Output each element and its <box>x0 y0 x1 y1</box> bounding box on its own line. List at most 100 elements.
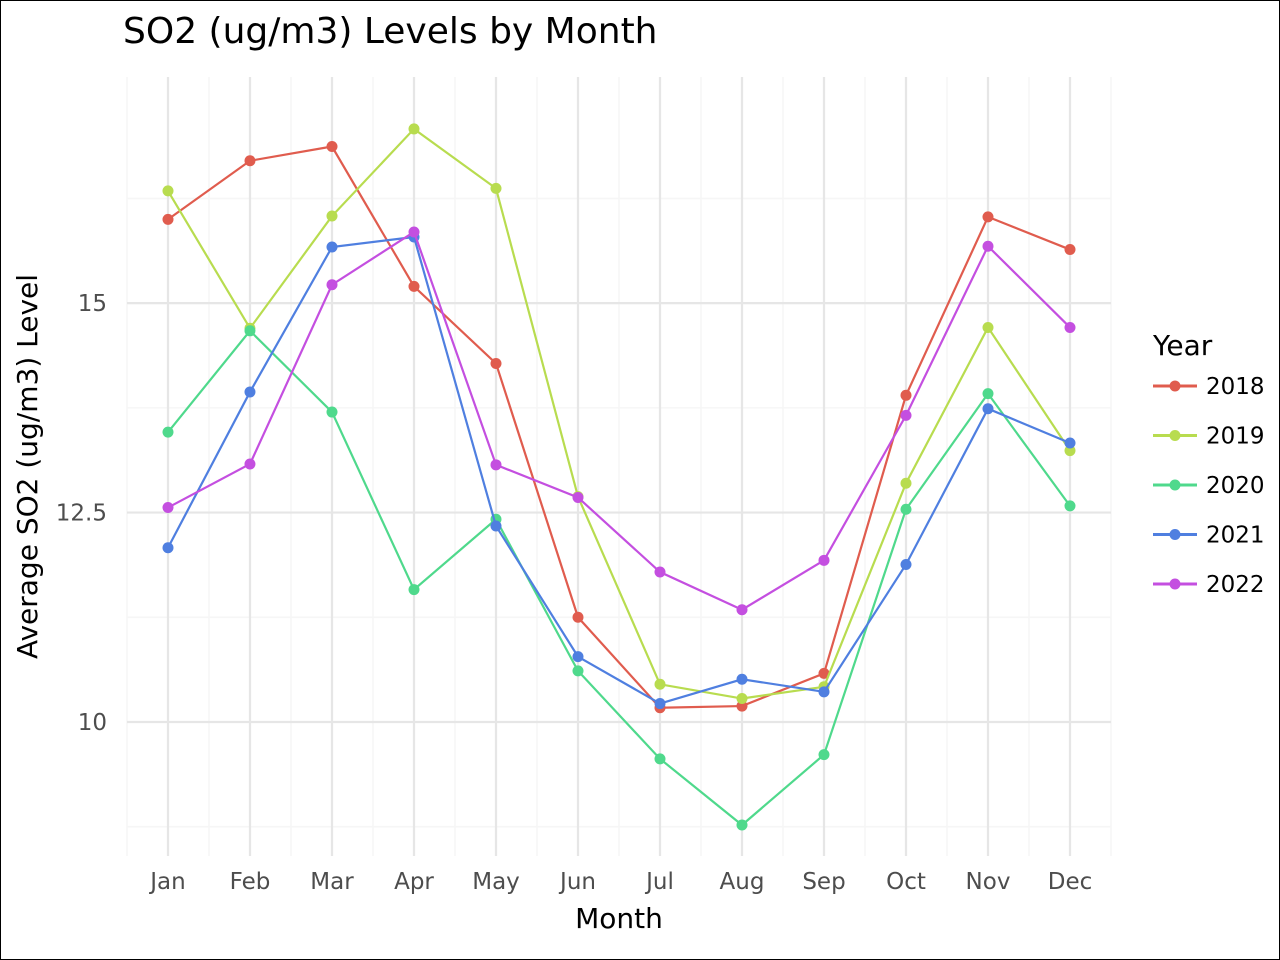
legend: Year 2018 2019 2020 2021 2022 <box>1152 329 1265 598</box>
data-point-2020 <box>900 503 912 515</box>
data-point-2022 <box>982 240 994 252</box>
legend-key-point <box>1169 529 1181 540</box>
data-point-2021 <box>736 673 748 685</box>
legend-item-2021: 2021 <box>1153 523 1265 549</box>
data-point-2020 <box>1064 500 1076 512</box>
legend-item-2020: 2020 <box>1153 473 1265 499</box>
x-tick-label: Mar <box>310 869 354 895</box>
data-point-2018 <box>162 213 174 225</box>
x-tick-label: May <box>472 869 520 895</box>
data-point-2021 <box>1064 437 1076 449</box>
data-point-2018 <box>900 389 912 401</box>
x-tick-label: Dec <box>1048 869 1093 895</box>
data-point-2021 <box>326 241 338 253</box>
data-point-2018 <box>982 211 994 223</box>
data-point-2022 <box>408 226 420 238</box>
y-tick-label: 15 <box>78 291 107 317</box>
data-point-2020 <box>162 426 174 438</box>
data-point-2020 <box>408 584 420 596</box>
legend-items: 2018 2019 2020 2021 2022 <box>1153 374 1265 598</box>
legend-item-2019: 2019 <box>1153 424 1265 450</box>
x-tick-label: Jun <box>558 869 596 895</box>
data-point-2022 <box>162 502 174 514</box>
x-axis-title: Month <box>575 902 663 935</box>
x-tick-label: Oct <box>886 869 926 895</box>
data-point-2021 <box>572 651 584 663</box>
x-tick-label: Jan <box>148 869 185 895</box>
data-point-2022 <box>572 491 584 503</box>
chart-title: SO2 (ug/m3) Levels by Month <box>123 11 658 52</box>
y-tick-label: 10 <box>78 710 107 736</box>
data-point-2020 <box>326 406 338 418</box>
data-point-2021 <box>982 403 994 415</box>
data-point-2022 <box>736 604 748 616</box>
y-axis-tick-labels: 10 12.5 15 <box>56 291 107 736</box>
legend-key-point <box>1169 578 1181 590</box>
series-2020 <box>162 325 1076 831</box>
data-point-2022 <box>326 279 338 291</box>
data-point-2021 <box>162 542 174 554</box>
series-line-2019 <box>167 127 1071 700</box>
x-tick-label: Feb <box>230 869 271 895</box>
data-point-2022 <box>490 459 502 471</box>
series-2021 <box>162 231 1076 710</box>
x-tick-label: Sep <box>802 869 845 895</box>
legend-label: 2019 <box>1206 424 1265 450</box>
data-point-2022 <box>818 554 830 566</box>
data-point-2018 <box>1064 244 1076 256</box>
legend-item-2018: 2018 <box>1153 374 1265 400</box>
data-point-2020 <box>572 665 584 677</box>
data-point-2019 <box>654 678 666 690</box>
legend-key-point <box>1169 479 1181 491</box>
data-point-2019 <box>900 477 912 489</box>
y-axis-title: Average SO2 (ug/m3) Level <box>11 274 44 659</box>
data-point-2018 <box>736 700 748 712</box>
data-point-2019 <box>736 693 748 705</box>
legend-label: 2021 <box>1206 523 1265 549</box>
legend-label: 2020 <box>1206 473 1265 499</box>
data-point-2018 <box>572 611 584 623</box>
series-line-2020 <box>167 329 1071 827</box>
data-point-2019 <box>982 321 994 333</box>
data-point-2019 <box>326 210 338 222</box>
data-point-2019 <box>1064 445 1076 457</box>
data-point-2021 <box>654 698 666 710</box>
data-point-2020 <box>244 325 256 337</box>
series-line-2022 <box>167 230 1071 611</box>
x-tick-label: Jul <box>644 869 674 895</box>
data-point-2020 <box>654 753 666 765</box>
data-point-2018 <box>408 280 420 292</box>
data-point-2022 <box>654 566 666 578</box>
legend-key-point <box>1169 430 1181 441</box>
legend-label: 2018 <box>1206 374 1265 400</box>
data-point-2022 <box>1064 321 1076 333</box>
x-tick-label: Apr <box>394 869 434 895</box>
data-point-2018 <box>244 155 256 167</box>
data-point-2019 <box>162 185 174 197</box>
data-point-2021 <box>900 559 912 571</box>
legend-key-point <box>1169 380 1181 392</box>
data-point-2019 <box>490 182 502 194</box>
x-axis-tick-labels: Jan Feb Mar Apr May Jun Jul Aug Sep Oct Nov Dec <box>148 869 1092 895</box>
series-2018 <box>162 141 1076 714</box>
data-point-2020 <box>982 388 994 400</box>
legend-title: Year <box>1152 329 1213 362</box>
series-layer <box>162 123 1076 831</box>
data-point-2018 <box>326 141 338 153</box>
data-point-2018 <box>818 667 830 679</box>
data-point-2020 <box>736 819 748 831</box>
x-tick-label: Nov <box>966 869 1011 895</box>
data-point-2020 <box>818 749 830 761</box>
data-point-2021 <box>818 686 830 698</box>
x-tick-label: Aug <box>720 869 765 895</box>
data-point-2019 <box>408 123 420 135</box>
legend-item-2022: 2022 <box>1153 572 1265 598</box>
series-2022 <box>162 226 1076 616</box>
series-line-2021 <box>167 235 1071 705</box>
data-point-2021 <box>490 520 502 532</box>
series-2019 <box>162 123 1076 705</box>
data-point-2021 <box>244 386 256 398</box>
legend-label: 2022 <box>1206 572 1265 598</box>
